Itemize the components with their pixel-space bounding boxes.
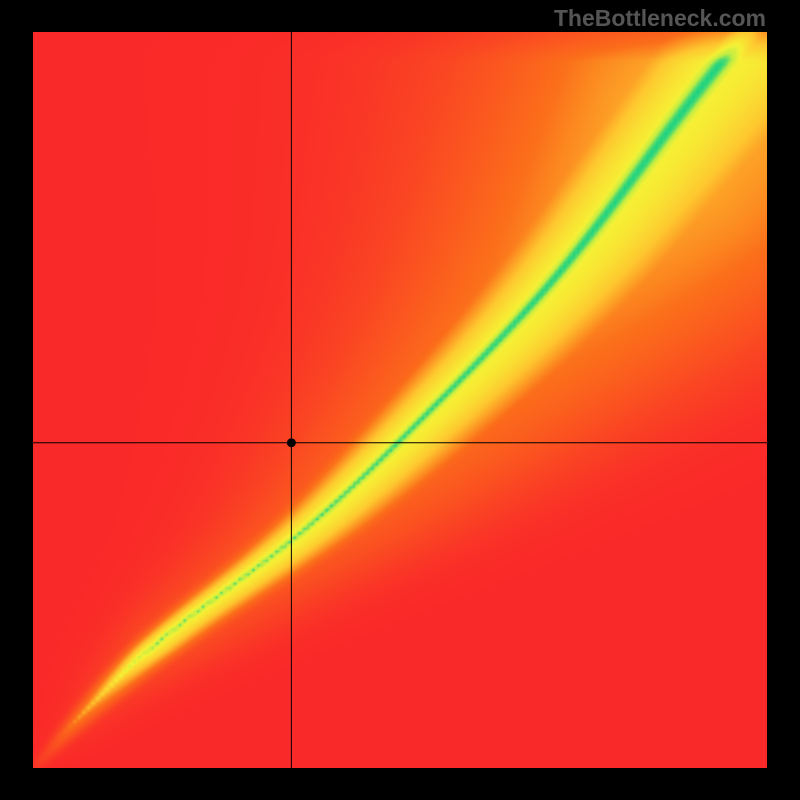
watermark-text: TheBottleneck.com bbox=[554, 5, 766, 32]
chart-container: TheBottleneck.com bbox=[0, 0, 800, 800]
heatmap-canvas bbox=[33, 32, 767, 768]
